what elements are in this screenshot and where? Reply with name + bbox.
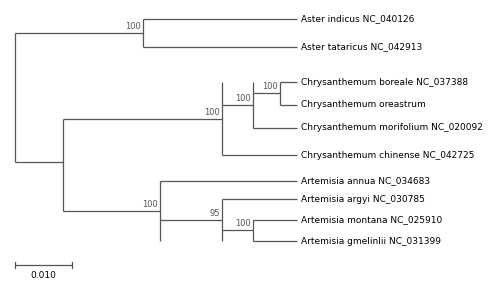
Text: Artemisia montana NC_025910: Artemisia montana NC_025910	[301, 215, 442, 224]
Text: 100: 100	[204, 108, 220, 117]
Text: Chrysanthemum boreale NC_037388: Chrysanthemum boreale NC_037388	[301, 78, 468, 87]
Text: 95: 95	[210, 209, 220, 218]
Text: Aster tataricus NC_042913: Aster tataricus NC_042913	[301, 42, 422, 51]
Text: 0.010: 0.010	[30, 272, 56, 280]
Text: 100: 100	[125, 22, 140, 31]
Text: 100: 100	[262, 82, 278, 91]
Text: 100: 100	[236, 219, 251, 228]
Text: Chrysanthemum oreastrum: Chrysanthemum oreastrum	[301, 100, 426, 109]
Text: Artemisia gmelinlii NC_031399: Artemisia gmelinlii NC_031399	[301, 237, 441, 246]
Text: 100: 100	[236, 94, 251, 103]
Text: 100: 100	[142, 200, 158, 209]
Text: Aster indicus NC_040126: Aster indicus NC_040126	[301, 14, 414, 24]
Text: Artemisia argyi NC_030785: Artemisia argyi NC_030785	[301, 195, 425, 204]
Text: Chrysanthemum morifolium NC_020092: Chrysanthemum morifolium NC_020092	[301, 123, 483, 132]
Text: Chrysanthemum chinense NC_042725: Chrysanthemum chinense NC_042725	[301, 151, 474, 160]
Text: Artemisia annua NC_034683: Artemisia annua NC_034683	[301, 176, 430, 185]
